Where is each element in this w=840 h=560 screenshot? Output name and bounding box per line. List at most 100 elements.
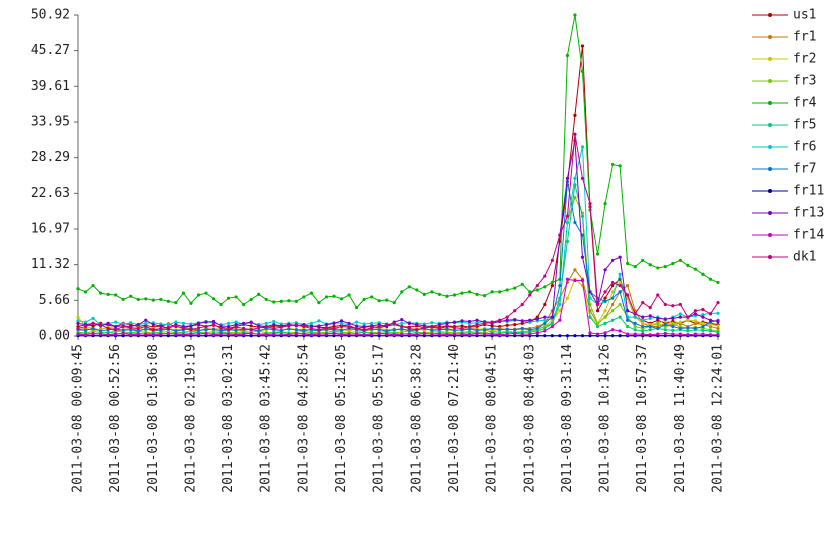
data-point [558,283,562,288]
data-point [686,329,690,333]
data-point [339,328,344,332]
data-point [641,321,645,325]
data-point [648,314,652,318]
data-point [505,315,509,319]
data-point [648,328,652,332]
data-point [520,332,524,336]
data-point [76,332,80,336]
data-point [339,324,344,329]
legend-label: fr11 [793,184,824,199]
data-point [482,321,487,325]
data-point [528,332,532,336]
data-point [332,321,336,325]
y-tick-label: 5.66 [39,293,70,308]
data-point [400,324,404,329]
data-point [467,327,472,331]
data-point [505,332,509,336]
data-point [264,333,268,337]
data-point [121,331,125,336]
data-point [136,323,140,327]
y-tick-label: 33.95 [31,114,70,129]
data-point [626,318,630,322]
data-point [535,326,539,331]
data-point [415,328,419,332]
data-point [693,312,698,316]
data-point [204,328,208,332]
data-point [234,295,238,299]
data-point [686,263,690,267]
data-point [693,332,698,336]
data-point [498,328,502,332]
data-point [144,297,148,301]
data-point [136,326,140,331]
data-point [76,326,80,331]
data-point [166,299,170,303]
data-point [701,272,705,276]
data-point [98,332,103,336]
data-point [618,283,622,288]
legend-label: fr3 [793,74,816,89]
data-point [257,292,261,296]
data-point [114,328,118,332]
data-point [603,299,607,303]
data-point [362,328,366,332]
data-point [317,328,321,332]
data-point [377,334,381,338]
data-point [287,324,291,328]
legend-label: fr6 [793,140,816,155]
data-point [716,319,720,324]
data-point [520,321,524,325]
data-point [550,258,554,262]
data-point [535,317,539,321]
data-point [121,297,125,302]
data-point [249,297,253,302]
data-point [204,324,208,329]
data-point [610,328,615,332]
data-point [129,321,133,325]
data-point [400,321,404,325]
data-point [279,332,283,336]
data-point [76,315,80,319]
data-point [106,326,110,331]
data-point [550,334,554,338]
data-point [573,13,577,17]
data-point [663,265,667,269]
data-point [678,258,682,262]
data-point [272,323,276,327]
data-point [460,291,464,295]
legend-dot [768,35,772,39]
data-point [332,294,336,298]
y-tick-label: 0.00 [39,329,70,344]
x-tick-label: 2011-03-08 10:14:26 [598,344,613,493]
data-point [174,300,178,305]
data-point [573,113,577,117]
data-point [452,293,457,297]
data-point [219,326,223,331]
data-point [234,333,238,337]
data-point [467,290,472,294]
data-point [565,296,570,300]
x-tick-label: 2011-03-08 03:02:31 [221,344,236,493]
data-point [114,320,118,324]
data-point [482,332,487,336]
data-point [693,321,698,325]
data-point [415,323,419,327]
data-point [708,329,713,333]
data-point [618,315,622,319]
data-point [317,300,321,305]
data-point [324,295,329,299]
data-point [317,319,321,323]
data-point [610,162,615,167]
data-point [513,286,517,290]
data-point [234,323,238,327]
data-point [76,287,80,291]
legend-dot [768,57,772,61]
data-point [580,255,585,259]
data-point [422,292,426,296]
data-point [460,319,464,323]
data-point [204,331,208,336]
data-point [656,326,660,331]
x-tick-label: 2011-03-08 10:57:37 [635,344,650,493]
data-point [603,290,607,294]
data-point [377,324,381,329]
